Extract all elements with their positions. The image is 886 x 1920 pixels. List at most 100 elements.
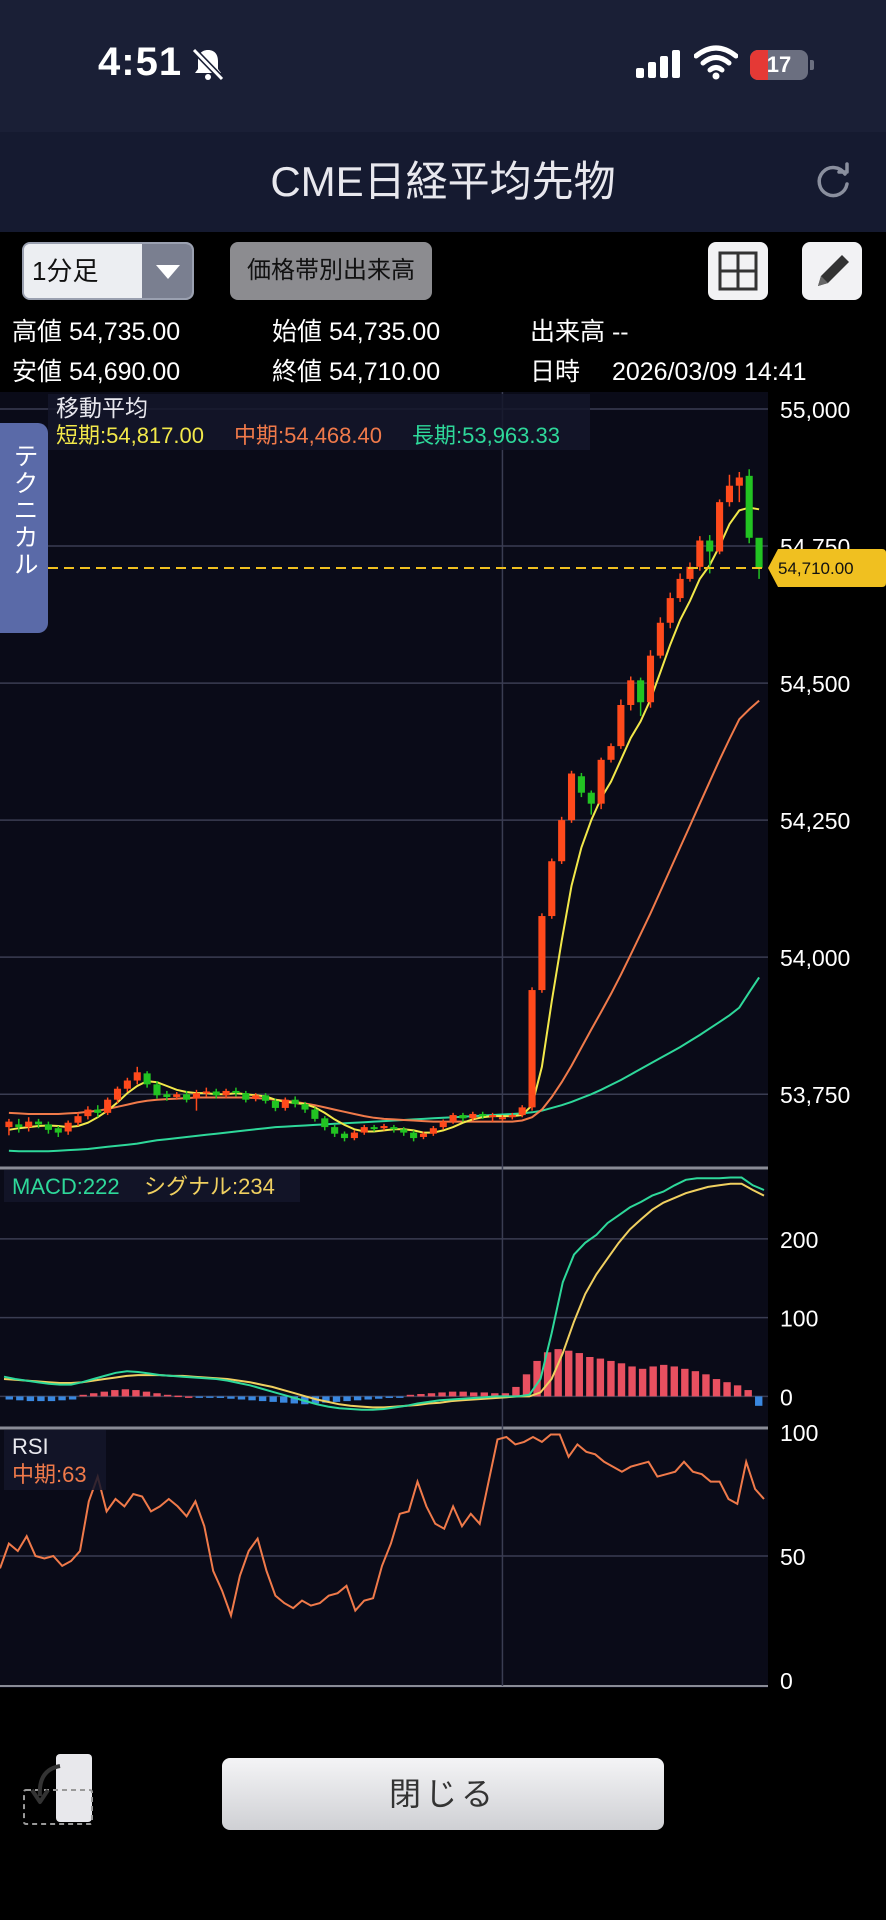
- macd-histogram-bar: [111, 1390, 119, 1397]
- candle-body: [666, 598, 674, 623]
- status-time: 4:51: [98, 40, 183, 84]
- macd-histogram-bar: [5, 1396, 13, 1400]
- macd-histogram-bar: [543, 1352, 552, 1397]
- chart-svg[interactable]: 14:0055,00054,75054,50054,25054,00053,75…: [0, 392, 886, 1721]
- candle-body: [84, 1109, 92, 1117]
- ma-long-line: [8, 976, 760, 1153]
- price-volume-button[interactable]: 価格帯別出来高: [230, 242, 432, 300]
- candle-body: [637, 680, 645, 703]
- macd-histogram-bar: [480, 1392, 488, 1397]
- macd-histogram-bar: [607, 1360, 615, 1397]
- candle-body: [74, 1116, 82, 1123]
- macd-histogram-bar: [132, 1390, 140, 1397]
- macd-histogram-bar: [332, 1396, 341, 1402]
- macd-histogram-bar: [755, 1396, 763, 1406]
- candle-body: [163, 1094, 171, 1097]
- candle-body: [706, 540, 714, 552]
- macd-histogram-bar: [670, 1366, 678, 1397]
- close-button[interactable]: 閉じる: [222, 1758, 664, 1830]
- chart-area[interactable]: 14:0055,00054,75054,50054,25054,00053,75…: [0, 392, 886, 1721]
- macd-histogram-bar: [438, 1392, 446, 1397]
- rsi-axis-label: 50: [780, 1544, 806, 1570]
- macd-histogram-bar: [375, 1396, 383, 1399]
- battery-tip: [810, 60, 814, 70]
- plot-background: [0, 392, 768, 1688]
- candle-body: [469, 1113, 477, 1119]
- macd-histogram-bar: [533, 1360, 541, 1397]
- candle-body: [104, 1099, 112, 1113]
- macd-histogram-bar: [385, 1396, 393, 1398]
- candle-body: [627, 680, 635, 705]
- period-dropdown-button[interactable]: [142, 244, 192, 298]
- status-bar: 4:51 17: [0, 0, 886, 132]
- candle-body: [400, 1129, 408, 1133]
- macd-histogram-bar: [501, 1393, 510, 1397]
- macd-histogram-bar: [37, 1396, 45, 1402]
- quote-datetime: 日時 2026/03/09 14:41: [530, 358, 807, 386]
- current-price-tag: [768, 548, 886, 587]
- macd-histogram-bar: [153, 1393, 161, 1397]
- macd-histogram-bar: [280, 1396, 288, 1403]
- candle-body: [725, 485, 734, 503]
- technical-tab[interactable]: テクニカル: [0, 423, 48, 633]
- candle-body: [459, 1115, 467, 1119]
- macd-histogram-bar: [628, 1366, 636, 1397]
- ma-short-line: [8, 506, 760, 1134]
- candle-body: [202, 1091, 210, 1094]
- rotate-back-icon[interactable]: [20, 1752, 96, 1828]
- macd-histogram-bar: [90, 1393, 98, 1397]
- macd-histogram-bar: [121, 1389, 130, 1397]
- macd-histogram-bar: [174, 1395, 182, 1398]
- macd-histogram-bar: [691, 1371, 700, 1397]
- candle-body: [607, 746, 615, 760]
- macd-histogram-bar: [396, 1396, 404, 1398]
- chevron-down-icon: [156, 265, 180, 279]
- macd-histogram-bar: [723, 1382, 731, 1397]
- candle-body: [370, 1127, 378, 1130]
- candle-body: [64, 1122, 72, 1132]
- candle-body: [518, 1107, 526, 1116]
- macd-line: [3, 1176, 765, 1411]
- macd-histogram-bar: [142, 1391, 151, 1397]
- rsi-axis-label: 0: [780, 1668, 793, 1692]
- macd-histogram-bar: [269, 1396, 277, 1402]
- edit-button[interactable]: [802, 242, 862, 300]
- refresh-icon[interactable]: [812, 160, 854, 202]
- candle-body: [5, 1121, 13, 1128]
- period-label: 1分足: [24, 244, 148, 298]
- candle-body: [508, 1115, 516, 1118]
- ma-legend-box: [48, 394, 590, 450]
- macd-histogram-bar: [406, 1394, 415, 1397]
- candle-body: [439, 1121, 447, 1128]
- macd-histogram-bar: [16, 1396, 24, 1401]
- candle-body: [577, 776, 585, 793]
- candle-body: [498, 1117, 506, 1120]
- candle-body: [617, 704, 625, 747]
- macd-histogram-bar: [554, 1349, 562, 1397]
- macd-histogram-bar: [206, 1396, 214, 1398]
- ma-mid-line: [8, 699, 760, 1123]
- candle-body: [410, 1132, 418, 1139]
- period-select[interactable]: 1分足: [22, 242, 194, 300]
- candle-body: [143, 1073, 151, 1085]
- candle-body: [44, 1124, 52, 1130]
- macd-histogram-bar: [322, 1396, 330, 1403]
- price-axis-label: 55,000: [780, 397, 850, 423]
- candle-body: [331, 1127, 339, 1134]
- layout-button[interactable]: [708, 242, 768, 300]
- macd-histogram-bar: [575, 1353, 583, 1397]
- macd-histogram-bar: [660, 1364, 668, 1397]
- macd-signal-line: [3, 1182, 765, 1409]
- candle-body: [558, 820, 566, 862]
- candle-body: [192, 1093, 201, 1099]
- macd-axis-label: 100: [780, 1306, 818, 1332]
- rsi-line: [0, 1433, 765, 1620]
- macd-histogram-bar: [258, 1396, 267, 1402]
- rsi-mid-label: 中期:63: [12, 1462, 87, 1487]
- macd-histogram-bar: [470, 1392, 478, 1397]
- macd-histogram-bar: [343, 1396, 351, 1402]
- candle-body: [321, 1118, 329, 1128]
- macd-axis-label: 200: [780, 1227, 818, 1253]
- candle-body: [360, 1127, 368, 1133]
- quote-open: 始値 54,735.00: [272, 318, 441, 346]
